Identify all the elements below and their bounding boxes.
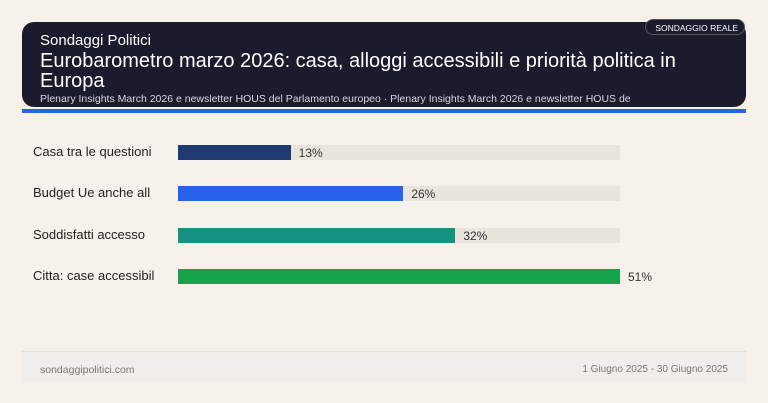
bar-track — [178, 186, 620, 201]
bar — [178, 269, 620, 284]
category-label: Budget Ue anche all — [33, 185, 151, 200]
bar-track — [178, 269, 620, 284]
category-label: Citta: case accessibil — [33, 268, 155, 283]
footer: sondaggipolitici.com 1 Giugno 2025 - 30 … — [22, 351, 746, 383]
category-label: Soddisfatti accesso — [33, 227, 146, 242]
status-badge: SONDAGGIO REALE — [645, 19, 745, 35]
data-label: 32% — [463, 229, 488, 243]
subtitle: Plenary Insights March 2026 e newsletter… — [40, 93, 631, 105]
bar-track — [178, 228, 620, 243]
bar — [178, 145, 291, 160]
bar-track — [178, 145, 620, 160]
brand: Sondaggi Politici — [40, 32, 151, 49]
category-label: Casa tra le questioni — [33, 144, 152, 159]
data-label: 51% — [628, 270, 653, 284]
footer-period: 1 Giugno 2025 - 30 Giugno 2025 — [582, 364, 728, 375]
bar — [178, 228, 456, 243]
footer-site: sondaggipolitici.com — [40, 364, 135, 376]
data-label: 26% — [411, 187, 436, 201]
bar — [178, 186, 404, 201]
header-card: Sondaggi Politici Eurobarometro marzo 20… — [22, 22, 746, 107]
data-label: 13% — [298, 146, 323, 160]
page-title: Eurobarometro marzo 2026: casa, alloggi … — [40, 50, 676, 92]
accent-divider — [22, 109, 746, 113]
